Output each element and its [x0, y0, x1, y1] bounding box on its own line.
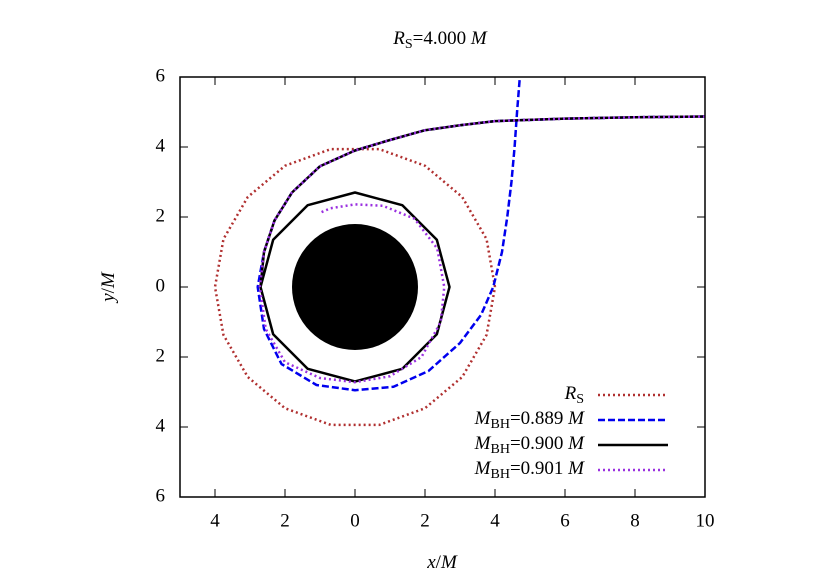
x-tick-label: 10 — [696, 510, 715, 531]
legend-label: MBH=0.889 M — [474, 408, 586, 432]
text-part: S — [405, 37, 413, 52]
text-part: M — [567, 458, 585, 479]
x-tick-label: 2 — [420, 510, 430, 531]
text-part: M — [98, 271, 119, 289]
text-part: x — [426, 552, 436, 573]
text-part: M — [440, 552, 458, 573]
text-part: =4.000 — [413, 28, 471, 49]
text-part: M — [567, 433, 585, 454]
legend-label: RS — [564, 383, 584, 407]
text-part: =0.900 — [510, 433, 568, 454]
text-part: =0.889 — [510, 408, 568, 429]
x-tick-label: 6 — [560, 510, 570, 531]
y-tick-label: 6 — [156, 485, 166, 506]
text-part: M — [567, 408, 585, 429]
text-part: BH — [491, 417, 510, 432]
text-part: M — [474, 458, 492, 479]
x-tick-label: 4 — [210, 510, 220, 531]
x-tick-label: 4 — [490, 510, 500, 531]
text-part: M — [474, 408, 492, 429]
y-tick-label: 4 — [156, 415, 166, 436]
y-tick-label: 2 — [156, 345, 166, 366]
y-tick-label: 2 — [156, 205, 166, 226]
horizon — [292, 224, 418, 350]
legend-label: MBH=0.900 M — [474, 433, 586, 457]
text-part: y — [98, 293, 119, 304]
trajectory — [213, 147, 497, 427]
plot-area — [213, 77, 705, 427]
x-axis-label: x/M — [426, 552, 458, 573]
y-axis-label: y/M — [98, 271, 119, 304]
text-part: / — [436, 552, 442, 573]
text-part: M — [470, 28, 488, 49]
x-tick-label: 8 — [630, 510, 640, 531]
text-part: M — [474, 433, 492, 454]
y-tick-label: 0 — [156, 275, 166, 296]
text-part: R — [392, 28, 405, 49]
y-tick-label: 4 — [156, 135, 166, 156]
x-tick-label: 0 — [350, 510, 360, 531]
x-tick-label: 2 — [280, 510, 290, 531]
text-part: BH — [491, 442, 510, 457]
legend-label: MBH=0.901 M — [474, 458, 586, 482]
text-part: S — [576, 392, 584, 407]
y-tick-label: 6 — [156, 65, 166, 86]
text-part: BH — [491, 467, 510, 482]
text-part: =0.901 — [510, 458, 568, 479]
text-part: R — [564, 383, 577, 404]
text-part: / — [98, 287, 119, 293]
chart-title: RS=4.000 M — [392, 28, 488, 52]
